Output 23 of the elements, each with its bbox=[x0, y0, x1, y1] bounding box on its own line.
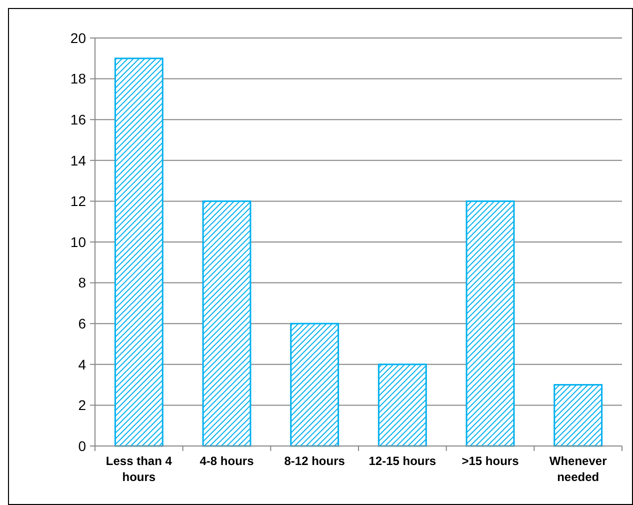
bar bbox=[202, 200, 252, 447]
bar bbox=[378, 364, 427, 447]
y-tick-label: 2 bbox=[78, 397, 86, 414]
y-tick-label: 0 bbox=[78, 438, 86, 454]
y-tick-label: 16 bbox=[70, 112, 86, 128]
x-tick-label: Less than 4 hours bbox=[106, 454, 172, 484]
y-tick-label: 20 bbox=[70, 30, 86, 46]
bar bbox=[114, 58, 164, 447]
y-tick-label: 6 bbox=[78, 316, 86, 332]
y-tick-label: 8 bbox=[78, 274, 86, 291]
y-tick-label: 12 bbox=[70, 193, 86, 210]
x-tick-label: 8-12 hours bbox=[284, 454, 346, 468]
bar bbox=[554, 384, 603, 447]
x-tick-label: Whenever needed bbox=[549, 454, 608, 484]
y-tick-label: 18 bbox=[70, 70, 86, 87]
y-tick-label: 10 bbox=[70, 234, 86, 250]
x-tick-label: 12-15 hours bbox=[368, 454, 436, 468]
bar bbox=[290, 322, 340, 447]
x-tick-label: >15 hours bbox=[462, 454, 520, 468]
bar bbox=[466, 200, 515, 447]
y-tick-label: 14 bbox=[70, 152, 86, 168]
x-tick-label: 4-8 hours bbox=[200, 454, 254, 468]
y-tick-label: 4 bbox=[78, 356, 86, 372]
